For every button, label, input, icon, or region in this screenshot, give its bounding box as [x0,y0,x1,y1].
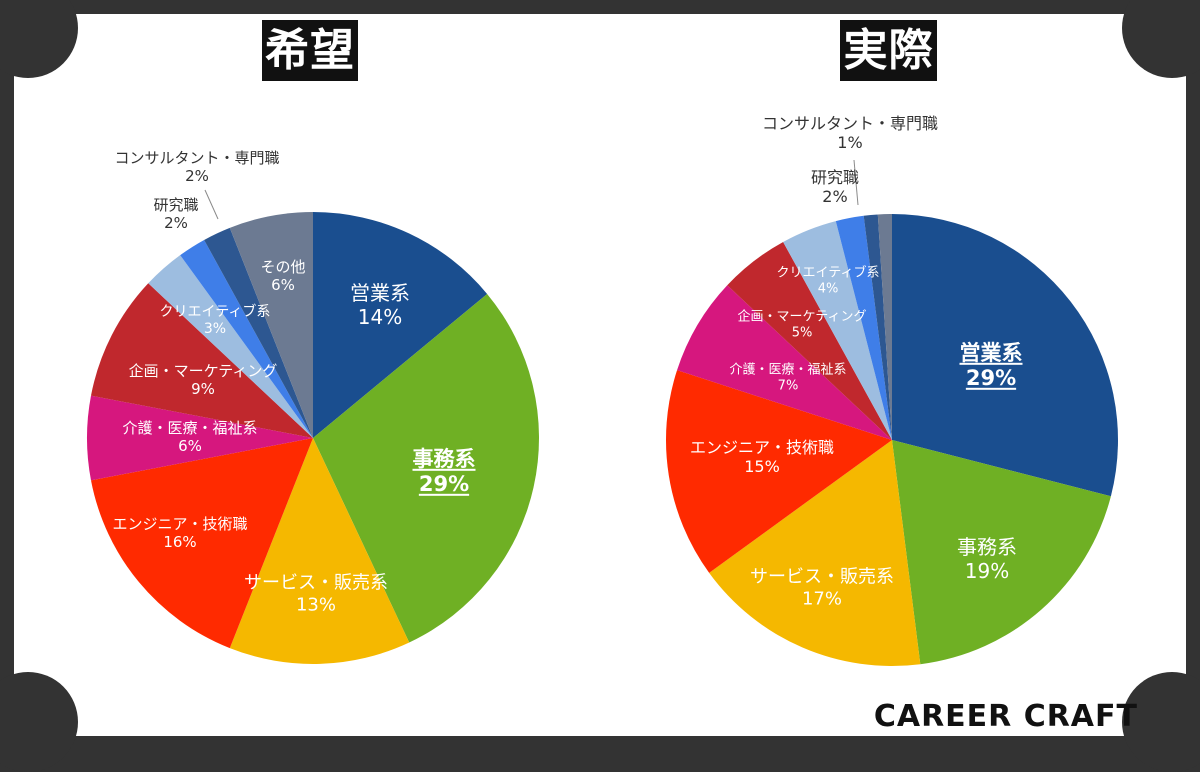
slice-percentage: 2% [164,214,188,232]
slice-percentage: 4% [817,281,839,296]
pie-slice-creative [148,255,313,438]
slice-data-label: 介護・医療・福祉系 6% [122,419,257,455]
pie-charts-canvas [87,159,1118,666]
slice-percentage: 17% [801,588,842,609]
career-craft-logo: CAREER CRAFT [873,699,1138,734]
slice-percentage: 29% [418,472,470,496]
pie-slice-research [835,215,892,440]
slice-category-name: サービス・販売系 [750,566,894,588]
pie-slice-clerical [313,293,539,643]
slice-category-name: 事務系 [412,446,476,471]
slice-percentage: 9% [191,380,215,398]
slice-percentage: 6% [178,437,202,455]
slice-data-label: コンサルタント・専門職 2% [114,149,279,185]
pie-slice-sales [313,212,488,438]
slice-category-name: クリエイティブ系 [776,265,880,281]
slice-data-label: エンジニア・技術職 16% [112,515,247,551]
pie-slice-clerical [892,440,1111,665]
chart-title-actual: 実際 [840,20,937,81]
slice-category-name: 研究職 [153,196,199,214]
slice-data-label: 営業系 14% [350,281,410,329]
pie-slice-creative [783,221,892,440]
slice-category-name: 事務系 [957,535,1017,559]
slice-data-label: 介護・医療・福祉系 7% [729,362,846,393]
pie-slice-service-retail [709,440,921,666]
pie-slice-planning-marketing [727,241,892,440]
slice-data-label: サービス・販売系 13% [244,572,388,615]
slice-percentage: 15% [744,457,780,476]
slice-percentage: 2% [185,167,209,185]
slice-percentage: 13% [295,594,336,615]
slice-data-label: 営業系 29% [960,341,1023,391]
slice-category-name: 営業系 [959,340,1023,365]
slice-category-name: クリエイティブ系 [159,304,271,321]
pie-slice-sales [892,214,1118,497]
slice-category-name: その他 [260,258,306,276]
slice-category-name: 企画・マーケティング [128,362,278,380]
slice-category-name: エンジニア・技術職 [112,515,248,533]
slice-data-label: 企画・マーケティング 9% [129,362,278,398]
pie-slice-other [877,214,892,440]
pie-slice-consultant [863,214,892,440]
slice-category-name: 研究職 [810,167,860,187]
slice-data-label: クリエイティブ系 4% [777,265,880,296]
slice-category-name: エンジニア・技術職 [689,437,835,457]
slice-percentage: 3% [203,321,227,337]
slice-data-label: その他 6% [260,258,305,294]
slice-data-label: 事務系 19% [957,535,1017,583]
pie-slice-service-retail [229,438,410,664]
slice-category-name: 介護・医療・福祉系 [729,362,847,378]
pie-slice-other [229,212,313,438]
pie-slice-research [180,239,313,438]
slice-category-name: 営業系 [350,281,410,305]
pie-slice-consultant [204,227,313,438]
label-leader-line [204,189,219,220]
slice-data-label: 研究職 2% [153,196,198,232]
pie-slice-engineer [666,370,892,573]
pie-slice-engineer [91,438,313,649]
slice-percentage: 2% [822,187,848,206]
slice-percentage: 1% [837,133,863,152]
slice-data-label: 企画・マーケティング 5% [738,309,867,340]
slice-data-label: サービス・販売系 17% [750,566,894,609]
pie-chart-desired [87,212,539,664]
pie-slice-planning-marketing [91,283,313,438]
slice-percentage: 19% [964,559,1010,583]
slice-data-label: クリエイティブ系 3% [160,304,271,338]
slice-percentage: 16% [163,533,197,551]
slice-category-name: コンサルタント・専門職 [114,149,280,167]
slice-data-label: コンサルタント・専門職 1% [762,114,938,152]
slice-percentage: 5% [791,325,813,340]
slice-category-name: コンサルタント・専門職 [761,113,939,133]
slice-category-name: 企画・マーケティング [737,309,867,325]
slice-percentage: 7% [777,378,799,393]
chart-title-desired: 希望 [262,20,358,81]
slice-category-name: 介護・医療・福祉系 [122,419,258,437]
slice-category-name: サービス・販売系 [244,572,388,594]
slice-data-label: 研究職 2% [811,168,859,206]
slice-data-label: 事務系 29% [413,447,476,497]
slice-percentage: 6% [271,276,295,294]
label-leader-line [853,159,859,206]
slice-data-label: エンジニア・技術職 15% [690,438,834,476]
pie-slice-care-medical [87,395,313,481]
pie-slice-care-medical [677,285,892,440]
slice-percentage: 29% [965,366,1017,390]
pie-chart-actual [666,214,1118,666]
slice-percentage: 14% [357,305,403,329]
